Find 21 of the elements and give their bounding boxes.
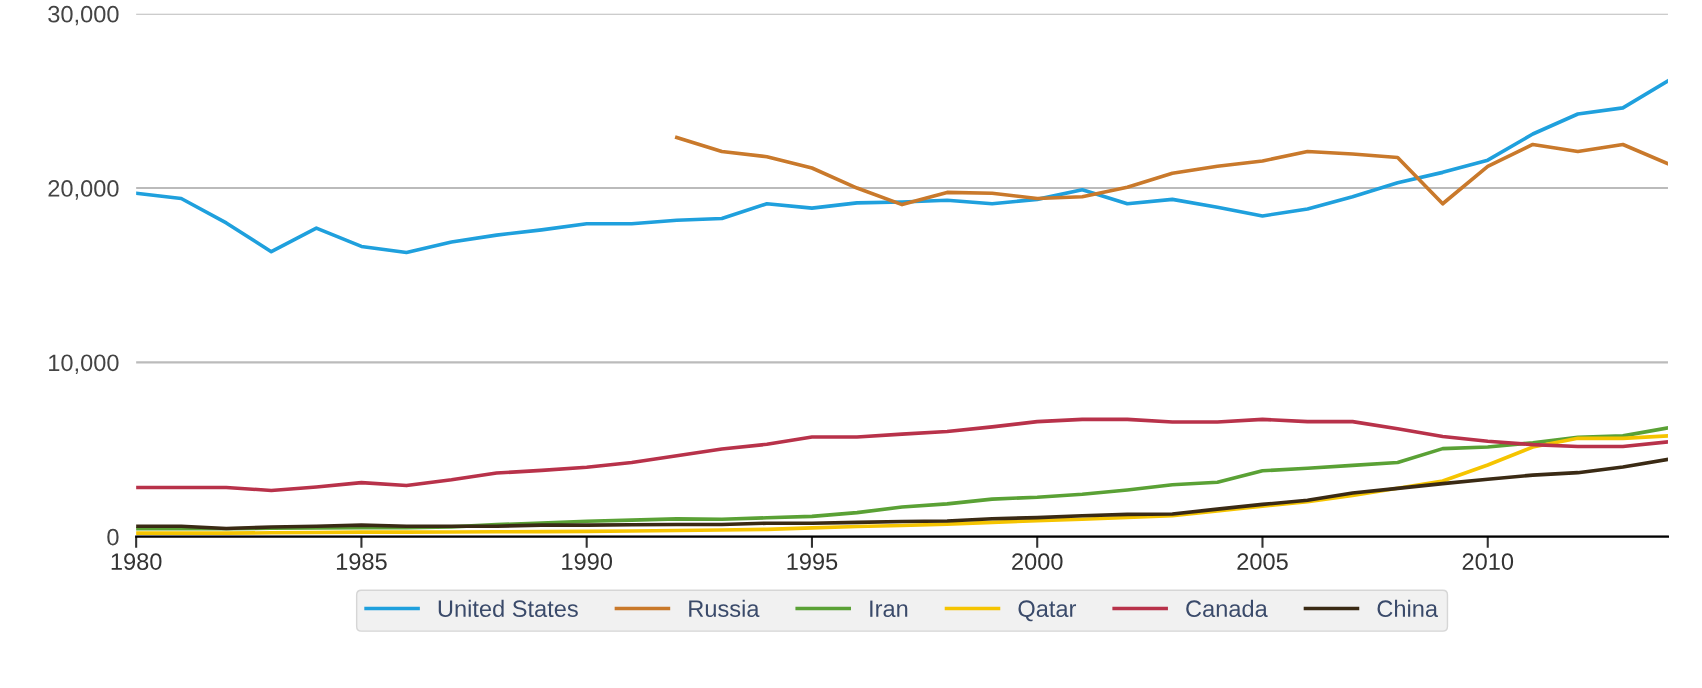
x-tick-label: 1990 xyxy=(562,553,613,570)
x-tick-label: 1980 xyxy=(111,553,162,570)
line-series xyxy=(674,135,1668,207)
line-series xyxy=(136,457,1668,531)
x-tick-label: 2005 xyxy=(1237,553,1288,570)
x-tick-label: 1985 xyxy=(336,553,387,570)
x-tick-label: 2000 xyxy=(1012,553,1063,570)
line-series xyxy=(136,417,1668,493)
legend-label: China xyxy=(1377,599,1439,618)
legend-label: Canada xyxy=(1186,599,1268,618)
x-tick-label: 2010 xyxy=(1462,553,1514,570)
legend-label: Iran xyxy=(870,600,908,618)
y-tick-label: 30,000 xyxy=(48,5,119,26)
line-series xyxy=(136,79,1668,255)
legend-label: Russia xyxy=(689,599,760,618)
y-tick-label: 0 xyxy=(107,528,119,546)
y-tick-label: 20,000 xyxy=(48,180,119,200)
legend-label: United States xyxy=(438,599,578,618)
x-tick-label: 1995 xyxy=(787,553,838,570)
y-tick-label: 10,000 xyxy=(49,354,119,374)
legend-label: Qatar xyxy=(1018,600,1077,622)
